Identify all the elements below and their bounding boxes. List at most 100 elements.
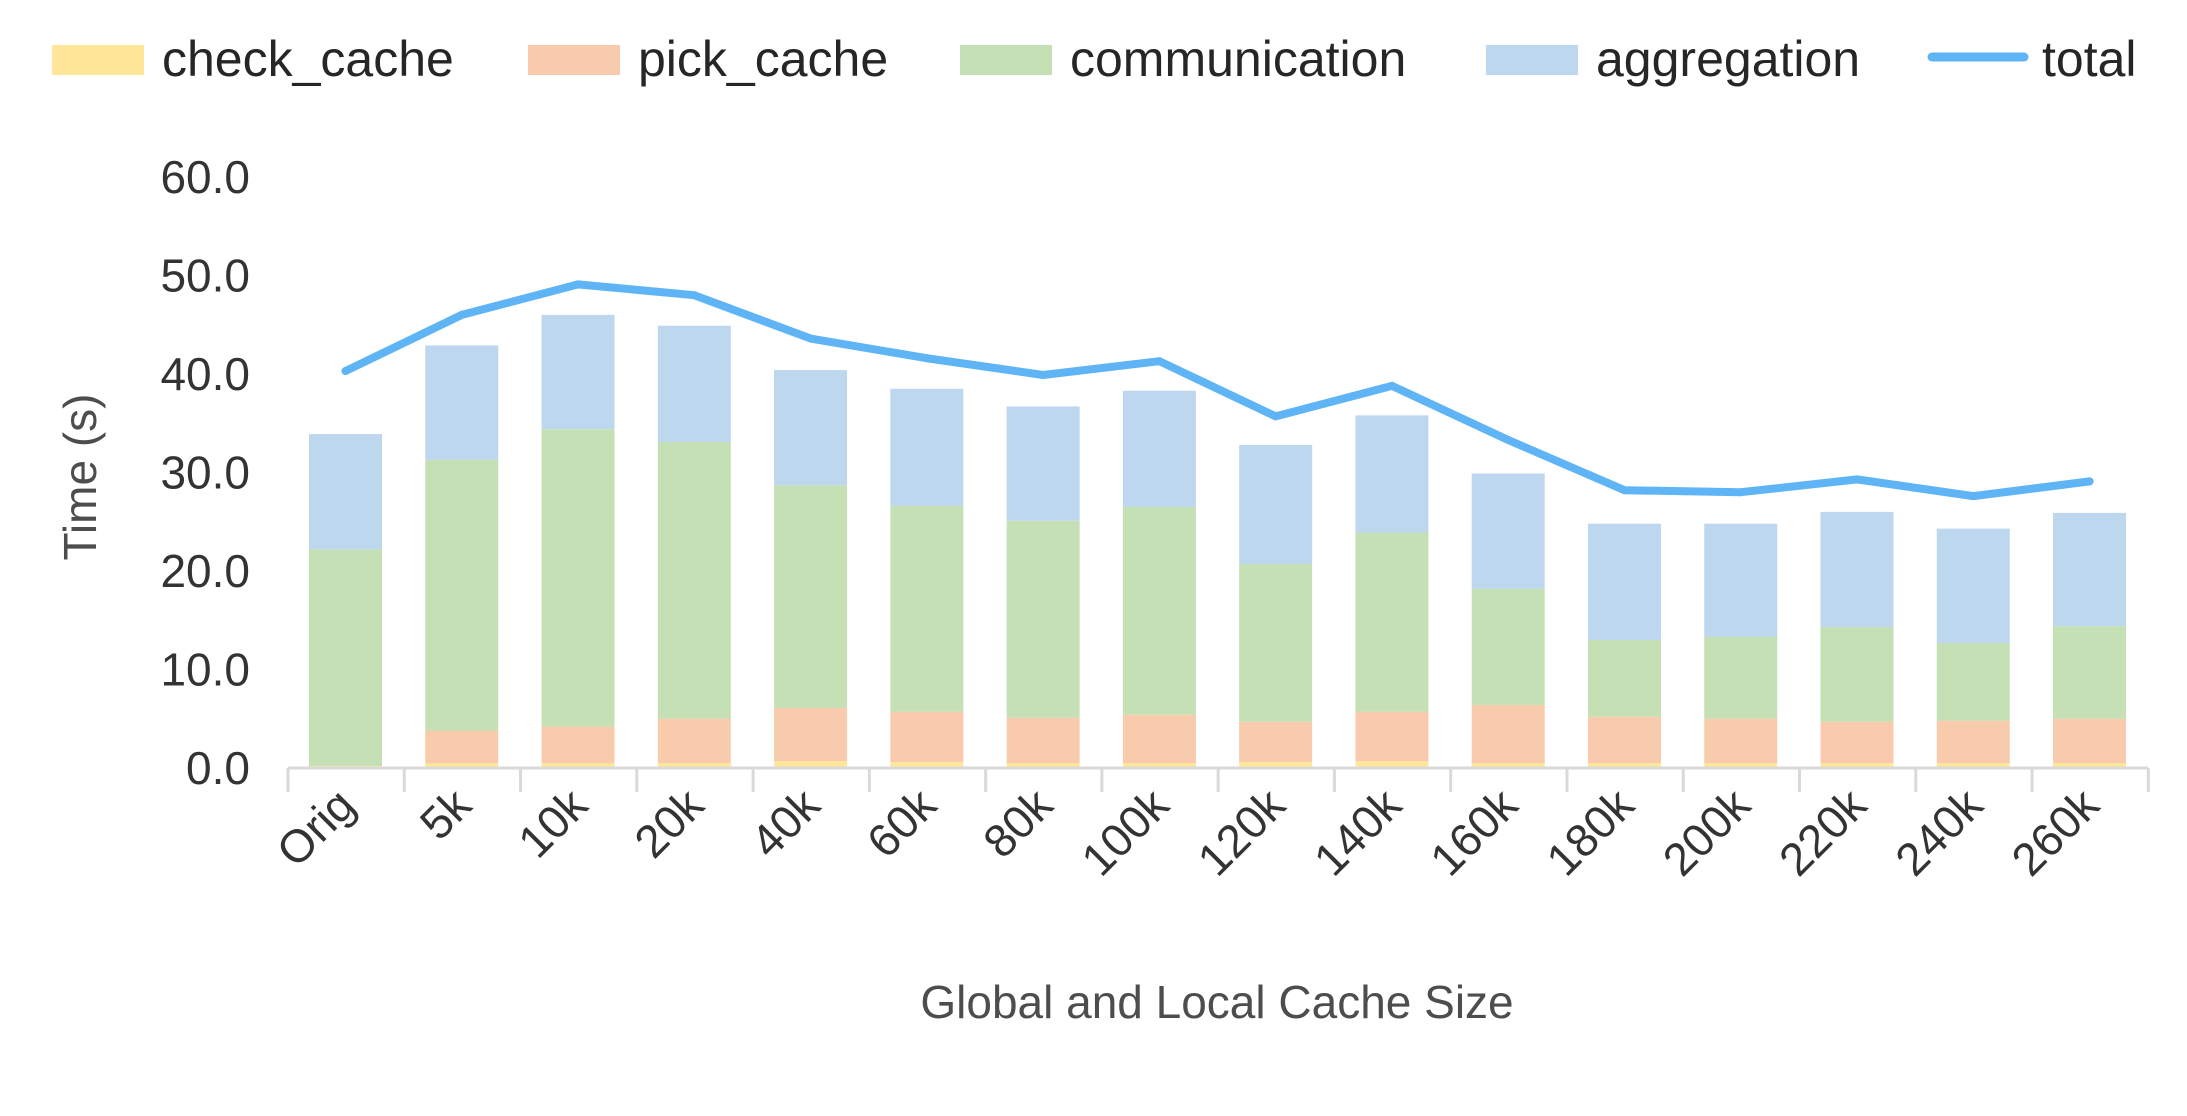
bar-check_cache [1587,763,1661,768]
total-point [1620,486,1629,495]
bar-stack-5k [425,345,499,768]
bar-communication [774,485,848,708]
bar-stack-140k [1355,415,1429,768]
x-tick-label: 260k [2001,778,2109,886]
bar-check_cache [1936,763,2010,768]
bar-communication [1239,564,1313,722]
total-point [690,291,699,300]
legend-swatch [1486,45,1578,75]
bar-pick_cache [1587,716,1661,764]
legend-swatch [52,45,144,75]
x-axis [286,766,2150,792]
bar-aggregation [1471,473,1545,589]
bar-aggregation [541,314,615,430]
bar-stack-260k [2053,512,2127,768]
bar-pick_cache [1355,711,1429,762]
total-point [1387,381,1396,390]
legend-swatch [528,45,620,75]
bar-check_cache [1704,763,1778,768]
x-tick-label: 120k [1187,778,1295,886]
bar-communication [1471,588,1545,705]
bar-aggregation [2053,512,2127,627]
bar-pick_cache [1820,721,1894,764]
bar-communication [309,549,382,767]
x-tick-label: 200k [1653,778,1761,886]
bar-pick_cache [1704,718,1778,764]
bar-pick_cache [657,718,731,764]
bar-pick_cache [1122,714,1196,764]
bar-communication [425,459,499,731]
bar-communication [1936,642,2010,721]
legend-label: check_cache [162,31,454,87]
bar-check_cache [890,762,964,768]
bar-check_cache [1820,763,1894,768]
bar-stack-60k [890,388,964,768]
bar-pick_cache [1006,717,1080,764]
legend-item-check_cache: check_cache [52,31,454,87]
bar-check_cache [657,763,731,768]
legend-label: communication [1070,31,1406,87]
bars [309,314,2127,768]
x-tick-label: 240k [1885,778,1993,886]
bar-pick_cache [541,726,615,764]
x-tick-label: 5k [410,778,482,850]
bar-stack-100k [1122,390,1196,768]
bar-check_cache [1122,763,1196,768]
bar-pick_cache [890,711,964,763]
bar-pick_cache [1936,720,2010,764]
y-tick-label: 60.0 [160,151,250,203]
legend-item-communication: communication [960,31,1406,87]
bar-check_cache [774,761,848,768]
bar-check_cache [1006,763,1080,768]
total-line-layer [341,280,2094,501]
total-point [1155,357,1164,366]
bar-communication [657,441,731,719]
bar-aggregation [657,325,731,442]
bar-stack-20k [657,325,731,768]
total-point [806,334,815,343]
bar-aggregation [1006,406,1080,521]
total-point [341,367,350,376]
bar-stack-80k [1006,406,1080,768]
bar-communication [1006,520,1080,718]
bar-stack-10k [541,314,615,768]
total-point [1969,492,1978,501]
y-tick-label: 10.0 [160,644,250,696]
legend-item-pick_cache: pick_cache [528,31,888,87]
bar-pick_cache [425,730,499,764]
y-tick-label: 50.0 [160,250,250,302]
total-point [1271,412,1280,421]
y-axis-title: Time (s) [54,394,106,561]
bar-communication [1355,532,1429,712]
bar-aggregation [1355,415,1429,533]
bar-stack-40k [774,370,848,768]
total-line [341,280,2094,501]
bar-check_cache [1355,761,1429,768]
bar-stack-120k [1239,444,1313,768]
x-tick-label: 220k [1769,778,1877,886]
legend-swatch [960,45,1052,75]
y-tick-label: 30.0 [160,447,250,499]
bar-pick_cache [2053,718,2127,764]
legend-item-total: total [1927,31,2137,87]
bar-communication [1704,636,1778,719]
y-tick-label: 40.0 [160,348,250,400]
bar-aggregation [1122,390,1196,507]
bar-communication [1820,627,1894,722]
total-point [1504,435,1513,444]
x-tick-label: 160k [1420,778,1528,886]
bar-aggregation [1587,523,1661,640]
bar-aggregation [1704,523,1778,637]
bar-communication [890,505,964,712]
legend: check_cache pick_cache communication aggreg… [52,31,2137,87]
total-point [1853,475,1862,484]
total-point [574,280,583,289]
bar-aggregation [774,370,848,486]
legend-item-aggregation: aggregation [1486,31,1860,87]
bar-stack-200k [1704,523,1778,768]
bar-communication [2053,626,2127,719]
y-tick-label: 20.0 [160,545,250,597]
total-point [1039,370,1048,379]
bar-communication [541,429,615,727]
bar-communication [1122,506,1196,715]
